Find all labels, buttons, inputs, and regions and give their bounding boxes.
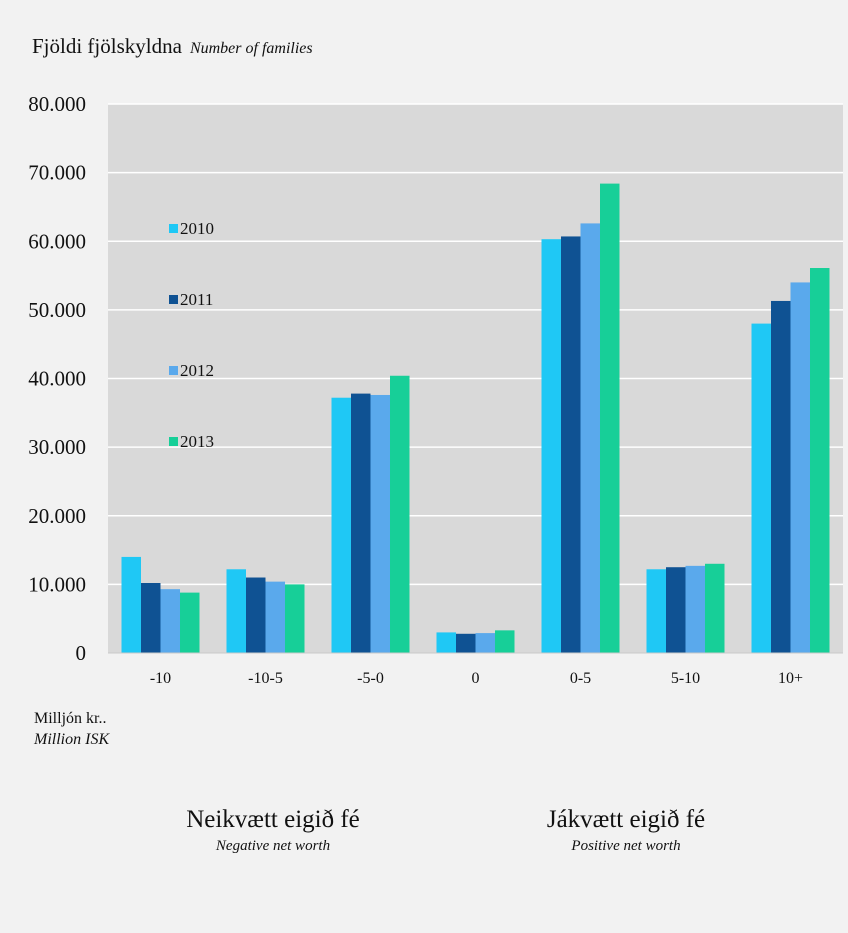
bar (285, 584, 305, 653)
y-tick-label: 30.000 (28, 435, 86, 459)
group-label-positive: Jákvætt eigið fé Positive net worth (496, 806, 756, 855)
group-negative-english: Negative net worth (215, 838, 331, 854)
y-tick-label: 10.000 (28, 572, 86, 596)
y-tick-label: 20.000 (28, 504, 86, 528)
bar (390, 375, 410, 653)
legend-swatch (169, 295, 178, 304)
group-positive-english: Positive net worth (571, 838, 681, 854)
unit-english: Million ISK (34, 731, 110, 748)
bar (495, 630, 515, 653)
legend-swatch (169, 366, 178, 375)
unit-icelandic: Milljón kr.. (34, 710, 107, 727)
legend-label: 2012 (180, 361, 214, 380)
bar-chart: 0 10.000 20.000 30.000 40.000 50.000 60.000 70.… (28, 92, 843, 687)
bar (705, 563, 725, 653)
bar (121, 556, 141, 653)
x-tick-label: 10+ (778, 670, 803, 687)
bar (180, 592, 200, 653)
unit-label: Milljón kr.. Million ISK (34, 708, 109, 750)
x-tick-label: -10 (150, 670, 171, 687)
group-label-negative: Neikvætt eigið fé Negative net worth (143, 806, 403, 855)
bar (666, 567, 686, 653)
x-tick-label: 0-5 (570, 670, 591, 687)
chart-title: Fjöldi fjölskyldna Number of families (32, 34, 313, 59)
bar (351, 393, 371, 653)
legend-label: 2013 (180, 432, 214, 451)
bar (600, 183, 620, 654)
bar (771, 300, 791, 653)
legend-swatch (169, 224, 178, 233)
y-tick-label: 0 (76, 641, 87, 665)
y-tick-label: 50.000 (28, 298, 86, 322)
y-tick-label: 40.000 (28, 367, 86, 391)
legend-label: 2010 (180, 219, 214, 238)
legend-swatch (169, 437, 178, 446)
bar (685, 565, 705, 653)
bar (246, 577, 266, 653)
group-negative-icelandic: Neikvætt eigið fé (186, 806, 360, 833)
bar (160, 589, 180, 653)
bar (475, 633, 495, 653)
x-tick-label: -5-0 (357, 670, 384, 687)
x-tick-label: -10-5 (248, 670, 283, 687)
title-icelandic: Fjöldi fjölskyldna (32, 34, 182, 58)
bar (226, 569, 246, 653)
bar (456, 633, 476, 653)
x-tick-label: 0 (472, 670, 480, 687)
y-tick-label: 80.000 (28, 92, 86, 116)
bar (370, 394, 390, 653)
bar (331, 397, 351, 653)
bar (436, 632, 456, 653)
bar (751, 323, 771, 653)
bar (790, 282, 810, 653)
bar (541, 239, 561, 653)
bar (580, 223, 600, 653)
x-tick-label: 5-10 (671, 670, 700, 687)
legend-label: 2011 (180, 290, 213, 309)
bar (561, 236, 581, 654)
bar (810, 268, 830, 653)
bar (646, 569, 666, 653)
bar (265, 581, 285, 653)
y-tick-label: 60.000 (28, 229, 86, 253)
group-positive-icelandic: Jákvætt eigið fé (546, 806, 706, 833)
bar (141, 583, 161, 653)
title-english: Number of families (189, 40, 313, 57)
y-tick-label: 70.000 (28, 161, 86, 185)
